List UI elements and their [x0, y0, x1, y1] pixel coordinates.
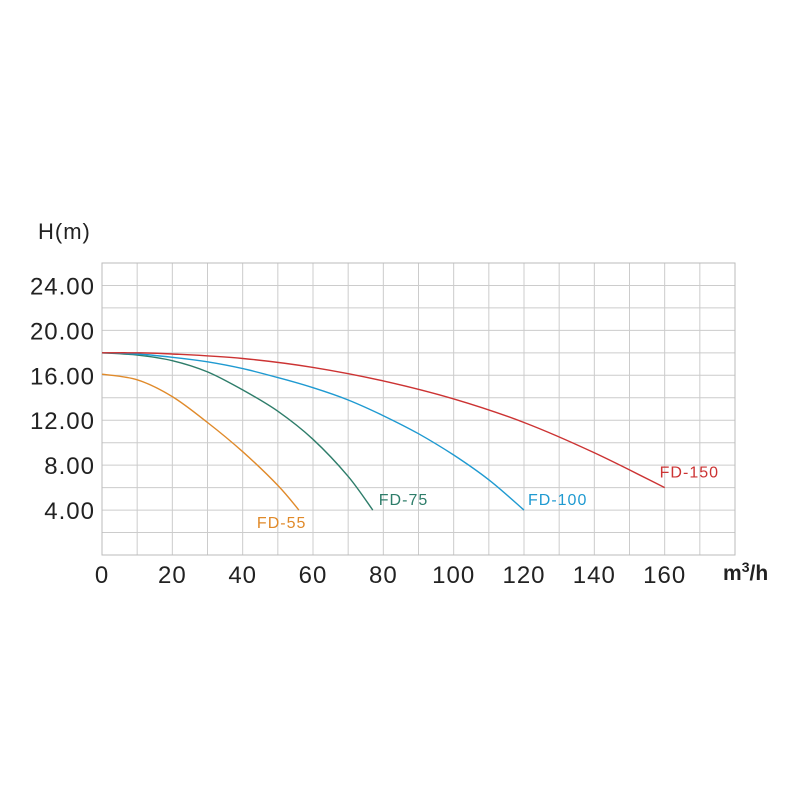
x-tick-label: 40: [228, 562, 257, 589]
x-axis-unit: m3/h: [723, 559, 768, 585]
y-tick-label: 20.00: [30, 318, 95, 345]
y-tick-label: 8.00: [44, 453, 95, 480]
x-tick-label: 140: [573, 562, 616, 589]
series-label-fd-150: FD-150: [660, 465, 719, 482]
x-unit-base: m: [723, 562, 742, 585]
x-tick-label: 60: [299, 562, 328, 589]
y-tick-labels: 4.00 8.00 12.00 16.00 20.00 24.00: [30, 273, 95, 525]
y-tick-label: 4.00: [44, 498, 95, 525]
curve-fd-75: [101, 352, 374, 511]
x-unit-tail: /h: [749, 562, 768, 585]
y-tick-label: 12.00: [30, 408, 95, 435]
grid: [102, 263, 735, 555]
series-labels: FD-55 FD-75 FD-100 FD-150: [257, 465, 719, 532]
curve-fd-55: [101, 373, 300, 511]
x-tick-label: 80: [369, 562, 398, 589]
curve-fd-100: [101, 352, 525, 511]
y-axis-title: H(m): [38, 219, 91, 244]
plot-border: [101, 262, 736, 556]
series-label-fd-75: FD-75: [379, 492, 428, 509]
curve-fd-150: [101, 352, 666, 489]
x-tick-label: 160: [643, 562, 686, 589]
x-tick-label: 0: [95, 562, 109, 589]
series-label-fd-55: FD-55: [257, 515, 306, 532]
x-tick-label: 20: [158, 562, 187, 589]
x-unit-sup: 3: [742, 559, 750, 575]
plot-frame: [101, 262, 736, 556]
y-tick-label: 16.00: [30, 363, 95, 390]
x-tick-labels: 0 20 40 60 80 100 120 140 160: [95, 562, 686, 589]
x-tick-label: 100: [432, 562, 475, 589]
series-curves: [101, 352, 666, 511]
series-label-fd-100: FD-100: [528, 492, 587, 509]
x-tick-label: 120: [502, 562, 545, 589]
y-tick-label: 24.00: [30, 273, 95, 300]
